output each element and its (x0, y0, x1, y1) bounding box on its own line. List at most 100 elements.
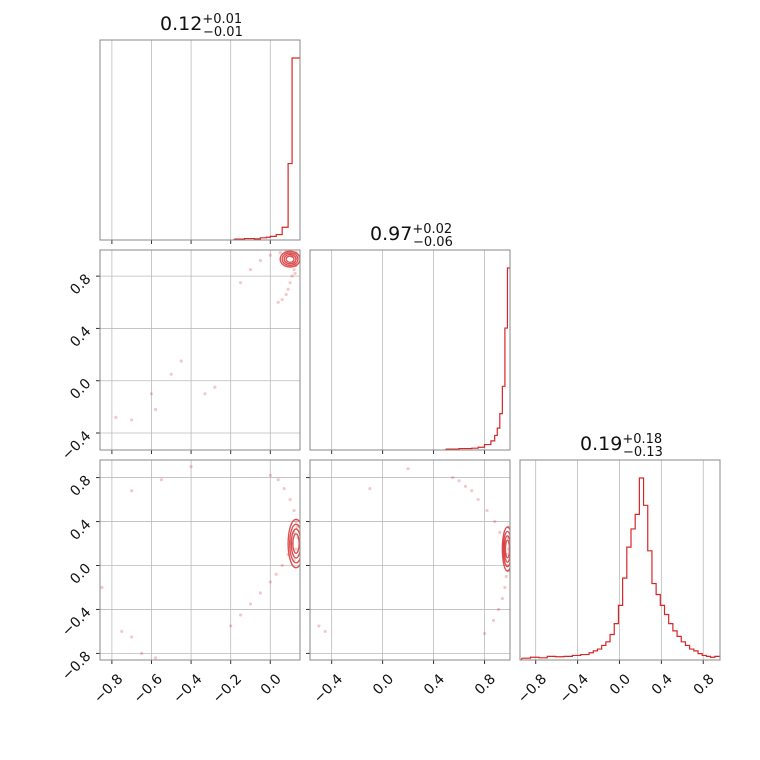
y-tick-label: 0.4 (67, 323, 94, 350)
sample-point (258, 258, 262, 263)
off-diagonal-panel-frame (99, 249, 301, 451)
title-upper-error: +0.02 (412, 222, 452, 237)
x-tick-label: −0.4 (170, 671, 205, 706)
scatter-panel-0-2 (100, 464, 300, 660)
sample-point (169, 372, 173, 376)
sample-point (149, 392, 154, 396)
density-contour (504, 539, 510, 559)
sample-point (238, 613, 243, 617)
histogram-param-2 (520, 477, 720, 661)
y-tick-label: 0.0 (67, 376, 94, 403)
diagonal-panel-frame (309, 249, 511, 451)
sample-point (286, 287, 290, 291)
sample-point (457, 479, 461, 483)
x-tick-label: 0.8 (472, 671, 499, 698)
title-lower-error: −0.01 (203, 25, 243, 40)
sample-point (500, 596, 504, 601)
histogram-param-0 (233, 57, 300, 241)
density-contour (281, 252, 299, 267)
sample-point (482, 632, 487, 636)
sample-point (280, 563, 284, 568)
off-diagonal-panel-frame (309, 459, 511, 661)
title-lower-error: −0.06 (413, 235, 453, 250)
title-upper-error: +0.01 (202, 12, 242, 27)
sample-point (153, 656, 158, 660)
sample-point (493, 519, 497, 524)
density-contour (292, 533, 300, 554)
sample-point (498, 530, 502, 535)
density-contour (503, 535, 510, 563)
sample-point (288, 281, 292, 285)
sample-point (189, 464, 193, 469)
density-contour (285, 255, 295, 263)
x-tick-label: 0.4 (649, 671, 676, 698)
sample-point (159, 478, 163, 482)
sample-point (491, 618, 496, 623)
sample-point (276, 478, 280, 482)
sample-point (268, 253, 272, 257)
density-contour (502, 530, 510, 568)
sample-point (179, 359, 183, 363)
y-tick-label: 0.0 (67, 561, 94, 588)
sample-point (153, 407, 158, 412)
sample-point (451, 475, 455, 480)
sample-point (100, 585, 104, 590)
x-tick-label: −0.6 (131, 671, 166, 706)
sample-point (278, 251, 282, 255)
diagonal-panel-frame (519, 459, 721, 661)
x-tick-label: 0.0 (607, 671, 634, 698)
sample-point (293, 271, 297, 276)
sample-point (282, 486, 286, 491)
y-tick-label: 0.4 (67, 517, 94, 544)
y-tick-label: −0.4 (59, 604, 94, 639)
sample-point (229, 624, 233, 628)
sample-point (294, 519, 298, 524)
sample-point (288, 497, 292, 502)
x-tick-label: −0.4 (311, 671, 346, 706)
sample-point (280, 298, 284, 302)
x-tick-label: 0.8 (691, 671, 718, 698)
density-contour (283, 253, 297, 265)
y-tick-label: 0.8 (67, 271, 94, 298)
histogram-param-1 (444, 267, 510, 451)
panel-title-param-2: 0.19+0.18 −0.13 (580, 432, 663, 460)
scatter-panel-1-2 (317, 467, 510, 636)
sample-point (290, 274, 294, 278)
density-contour (287, 518, 300, 569)
sample-point (504, 574, 508, 579)
x-tick-label: −0.2 (210, 671, 245, 706)
sample-point (130, 418, 134, 422)
title-median: 0.97 (370, 223, 412, 245)
sample-point (292, 508, 296, 513)
sample-point (130, 635, 134, 639)
x-tick-label: −0.8 (91, 671, 126, 706)
panel-title-param-0: 0.12+0.01 −0.01 (160, 12, 243, 40)
title-median: 0.12 (160, 13, 202, 35)
density-contour (290, 528, 300, 559)
sample-point (476, 497, 480, 502)
sample-point (406, 467, 410, 471)
sample-point (368, 486, 372, 491)
diagonal-panel-frame (99, 39, 301, 241)
y-tick-label: −0.8 (59, 648, 94, 683)
density-contour (289, 523, 300, 564)
sample-point (139, 651, 144, 656)
sample-point (284, 292, 288, 297)
sample-point (276, 300, 280, 304)
y-tick-label: −0.4 (59, 428, 94, 463)
y-tick-label: 0.8 (67, 473, 94, 500)
sample-point (295, 525, 299, 529)
density-contour (501, 526, 510, 572)
sample-point (258, 591, 262, 595)
sample-point (317, 624, 321, 628)
off-diagonal-panel-frame (99, 459, 301, 661)
sample-point (114, 415, 118, 419)
x-tick-label: 0.4 (421, 671, 448, 698)
sample-point (463, 484, 468, 488)
sample-point (503, 585, 507, 590)
sample-point (213, 385, 217, 389)
sample-point (470, 489, 474, 493)
x-tick-label: −0.4 (557, 671, 592, 706)
sample-point (268, 580, 272, 584)
